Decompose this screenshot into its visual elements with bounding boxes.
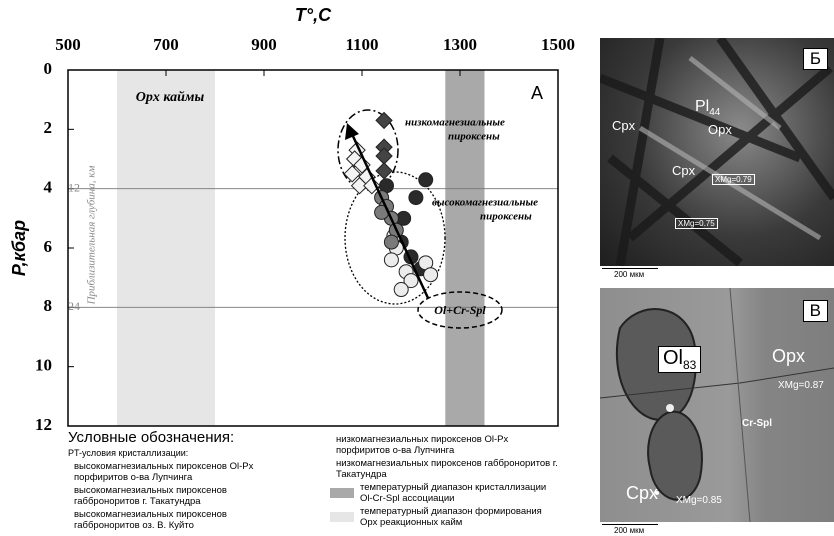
arrow-head xyxy=(345,123,359,140)
point xyxy=(384,235,398,249)
x-tick-label: 1100 xyxy=(345,35,378,54)
y-tick-label: 4 xyxy=(44,178,53,197)
legend-subtitle: PT-условия кристаллизации: xyxy=(68,448,188,458)
y-tick-label: 10 xyxy=(35,356,52,375)
xmg-label: XMg=0.87 xyxy=(778,380,824,391)
micrograph-texture xyxy=(600,38,834,266)
y-tick-label: 12 xyxy=(35,415,52,430)
xmg-label: XMg=0.75 xyxy=(675,218,718,229)
mineral-label: Cr-Spl xyxy=(742,418,772,429)
mineral-index: 44 xyxy=(709,107,720,118)
legend-swatch xyxy=(330,488,354,498)
legend-entry: температурный диапазон формирования Opx … xyxy=(330,506,560,528)
y-tick-label: 0 xyxy=(44,59,53,78)
legend-label: высокомагнезиальных пироксенов Ol-Px пор… xyxy=(74,461,268,483)
scale-label: 200 мкм xyxy=(614,526,644,535)
annotation: пироксены xyxy=(448,131,500,143)
point xyxy=(376,112,392,128)
mineral-label: Ol83 xyxy=(658,346,701,373)
legend-label: температурный диапазон кристаллизации Ol… xyxy=(360,482,560,504)
micrograph: В Ol83 Opx XMg=0.87 Cr-Spl Cpx XMg=0.85 xyxy=(600,288,834,522)
point xyxy=(419,173,433,187)
legend-entry: высокомагнезиальных пироксенов Ol-Px пор… xyxy=(68,461,268,483)
legend-label: низкомагнезиальных пироксенов габбронори… xyxy=(336,458,560,480)
mineral-label: Opx xyxy=(772,346,805,367)
x-tick-label: 1500 xyxy=(541,35,575,54)
legend-entry: высокомагнезиальных пироксенов габбронор… xyxy=(68,509,268,531)
annotation: Ol+Cr-Spl xyxy=(434,303,486,317)
y-tick-label: 2 xyxy=(44,118,53,137)
depth-label: Приблизительная глубина, км xyxy=(86,166,98,306)
legend-label: высокомагнезиальных пироксенов габбронор… xyxy=(74,509,268,531)
mineral-label: Cpx xyxy=(612,118,635,133)
legend-label: температурный диапазон формирования Opx … xyxy=(360,506,560,528)
chart-title: T°,C xyxy=(295,5,332,25)
micrograph: Б Pl44 Cpx Opx Cpx XMg=0.79 XMg=0.75 xyxy=(600,38,834,266)
band xyxy=(117,70,215,426)
mineral: Pl xyxy=(695,98,709,115)
point xyxy=(384,253,398,267)
y-tick-label: 6 xyxy=(44,237,53,256)
x-tick-label: 900 xyxy=(251,35,277,54)
scale-bar xyxy=(602,268,658,269)
legend-label: высокомагнезиальных пироксенов габбронор… xyxy=(74,485,268,507)
chart: T°,C P,кбар Приблизительная глубина, км … xyxy=(0,0,595,430)
legend-entry: высокомагнезиальных пироксенов габбронор… xyxy=(68,485,268,507)
depth-tick-label: 24 xyxy=(68,299,80,313)
point xyxy=(424,268,438,282)
scale-bar xyxy=(602,524,658,525)
page: T°,C P,кбар Приблизительная глубина, км … xyxy=(0,0,834,536)
point xyxy=(376,148,392,164)
scale-label: 200 мкм xyxy=(614,270,644,279)
mineral-label: Cpx xyxy=(626,483,658,504)
depth-tick-label: 12 xyxy=(68,180,80,194)
point xyxy=(409,191,423,205)
legend-entry: температурный диапазон кристаллизации Ol… xyxy=(330,482,560,504)
annotation: высокомагнезиальные xyxy=(432,197,538,209)
xmg-label: XMg=0.85 xyxy=(676,495,722,506)
legend-title: Условные обозначения: xyxy=(68,429,234,446)
legend-entry: низкомагнезиальных пироксенов Ol-Px порф… xyxy=(330,434,560,456)
annotation: пироксены xyxy=(480,211,532,223)
mineral-label: Opx xyxy=(708,122,732,137)
annotation: Opx каймы xyxy=(136,90,205,105)
xmg-label: XMg=0.79 xyxy=(712,174,755,185)
y-tick-label: 8 xyxy=(44,296,53,315)
legend-entry: низкомагнезиальных пироксенов габбронори… xyxy=(330,458,560,480)
mineral-label: Pl44 xyxy=(695,98,720,118)
legend-label: низкомагнезиальных пироксенов Ol-Px порф… xyxy=(336,434,560,456)
x-tick-label: 1300 xyxy=(443,35,477,54)
point xyxy=(394,283,408,297)
mineral-index: 83 xyxy=(683,358,696,372)
x-tick-label: 500 xyxy=(55,35,81,54)
annotation: низкомагнезиальные xyxy=(405,117,505,129)
x-tick-label: 700 xyxy=(153,35,179,54)
mineral: Ol xyxy=(663,347,683,369)
y-axis-label: P,кбар xyxy=(9,220,29,276)
image-label: В xyxy=(803,300,828,322)
mineral-label: Cpx xyxy=(672,163,695,178)
panel-label: А xyxy=(531,83,543,103)
legend-swatch xyxy=(330,512,354,522)
image-label: Б xyxy=(803,48,828,70)
